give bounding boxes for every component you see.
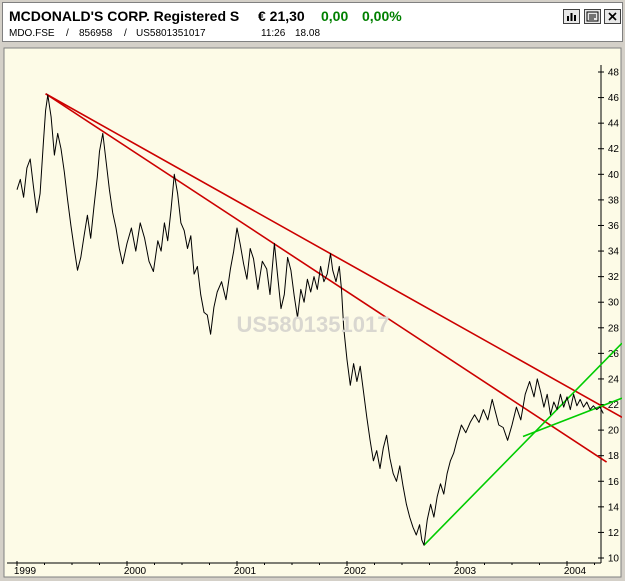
y-tick-label: 24: [608, 374, 620, 385]
wkn-number: 856958: [79, 28, 113, 39]
x-tick-label: 2003: [454, 566, 477, 577]
y-tick-label: 14: [608, 502, 620, 513]
price-series-line: [16, 94, 604, 546]
trendline-3: [423, 342, 622, 546]
separator: /: [124, 28, 127, 39]
quote-header: MCDONALD'S CORP. Registered S € 21,30 0,…: [2, 2, 623, 42]
y-tick-label: 12: [608, 528, 620, 539]
x-tick-label: 2001: [234, 566, 257, 577]
y-tick-label: 10: [608, 554, 620, 565]
news-icon: [586, 11, 599, 22]
x-tick-label: 2004: [564, 566, 587, 577]
y-tick-label: 30: [608, 298, 620, 309]
x-tick-label: 2002: [344, 566, 367, 577]
x-tick-label: 2000: [124, 566, 147, 577]
x-tick-label: 1999: [14, 566, 37, 577]
y-tick-label: 16: [608, 477, 620, 488]
y-tick-label: 28: [608, 323, 620, 334]
y-tick-label: 26: [608, 349, 620, 360]
y-tick-label: 36: [608, 221, 620, 232]
y-tick-label: 34: [608, 247, 620, 258]
isin-code: US5801351017: [136, 28, 206, 39]
y-tick-label: 46: [608, 93, 620, 104]
close-icon: [608, 12, 617, 21]
trendline-4: [522, 397, 622, 438]
security-name: MCDONALD'S CORP. Registered S: [9, 8, 240, 24]
separator: /: [66, 28, 69, 39]
isin-watermark: US5801351017: [237, 312, 390, 337]
y-tick-label: 48: [608, 68, 620, 79]
y-tick-label: 42: [608, 144, 620, 155]
close-button[interactable]: [604, 9, 621, 24]
y-tick-label: 38: [608, 195, 620, 206]
y-tick-label: 44: [608, 119, 620, 130]
news-button[interactable]: [584, 9, 601, 24]
price-change-percent: 0,00%: [362, 8, 402, 24]
y-tick-label: 22: [608, 400, 620, 411]
trendline-1: [45, 93, 622, 419]
y-tick-label: 40: [608, 170, 620, 181]
quote-time: 11:26: [261, 28, 286, 39]
price-change: 0,00: [321, 8, 349, 24]
quote-date: 18.08: [295, 28, 321, 39]
y-tick-label: 32: [608, 272, 620, 283]
trendline-2: [45, 93, 608, 463]
y-tick-label: 18: [608, 451, 620, 462]
bar-chart-button[interactable]: [563, 9, 580, 24]
price-chart: 10 12 14 16 18 20 22 24 26 28 30 32 34 36 38 40 42 44 46 48…: [3, 47, 622, 578]
y-tick-label: 20: [608, 426, 620, 437]
ticker-symbol: MDO.FSE: [9, 28, 55, 39]
bar-chart-icon: [567, 13, 576, 21]
last-price: € 21,30: [258, 8, 305, 24]
